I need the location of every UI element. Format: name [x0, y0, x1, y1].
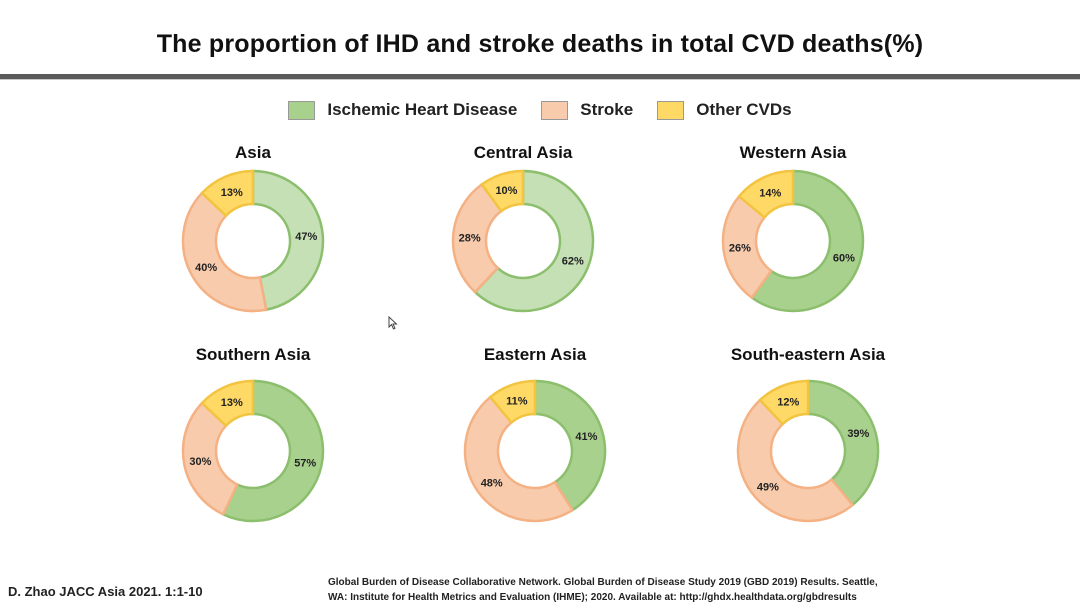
donut-segment-ihd	[221, 379, 325, 523]
donut-chart-5: South-eastern Asia 39% 49% 12%	[731, 345, 886, 523]
donut-segment-stroke	[721, 194, 773, 300]
data-label-ihd: 39%	[847, 428, 869, 440]
mouse-cursor-icon	[388, 316, 398, 330]
data-label-other: 13%	[221, 187, 243, 199]
donut-segment-other	[488, 379, 537, 425]
donut-segment-ihd	[473, 169, 595, 313]
donut-segment-other	[200, 169, 255, 218]
data-label-stroke: 49%	[757, 481, 779, 493]
donut-segment-other	[200, 379, 255, 428]
data-label-other: 14%	[759, 188, 781, 200]
donut-chart-4: Eastern Asia 41% 48% 11%	[463, 345, 607, 523]
chart-title: Western Asia	[740, 143, 847, 162]
data-label-stroke: 28%	[459, 233, 481, 245]
donut-segment-stroke	[451, 182, 503, 294]
chart-title: Asia	[235, 143, 271, 162]
data-label-other: 11%	[506, 396, 528, 408]
data-label-ihd: 47%	[295, 231, 317, 243]
donut-segment-stroke	[736, 398, 855, 523]
data-label-ihd: 41%	[575, 431, 597, 443]
data-label-stroke: 30%	[189, 456, 211, 468]
chart-legend: Ischemic Heart Disease Stroke Other CVDs	[0, 100, 1080, 120]
donut-segment-stroke	[181, 191, 268, 313]
chart-title: Eastern Asia	[484, 345, 587, 364]
data-label-ihd: 62%	[562, 256, 584, 268]
data-label-ihd: 60%	[833, 253, 855, 265]
donut-segment-ihd	[750, 169, 865, 313]
legend-swatch-ihd	[288, 100, 316, 120]
legend-item-other: Other CVDs	[657, 100, 792, 120]
chart-title: Southern Asia	[196, 345, 311, 364]
donut-segment-stroke	[463, 395, 575, 523]
source-note: Global Burden of Disease Collaborative N…	[328, 575, 1048, 605]
legend-item-stroke: Stroke	[541, 100, 633, 120]
legend-label-other: Other CVDs	[696, 100, 792, 119]
data-label-stroke: 48%	[481, 477, 503, 489]
donut-segment-stroke	[181, 401, 239, 517]
donut-segment-other	[758, 379, 810, 426]
legend-item-ihd: Ischemic Heart Disease	[288, 100, 517, 120]
data-label-other: 10%	[495, 185, 517, 197]
donut-segment-other	[480, 169, 525, 213]
donut-segment-ihd	[533, 379, 607, 512]
data-label-stroke: 26%	[729, 243, 751, 255]
donut-chart-3: Southern Asia 57% 30% 13%	[181, 345, 325, 523]
donut-segment-other	[737, 169, 795, 220]
page-title: The proportion of IHD and stroke deaths …	[156, 30, 924, 58]
donut-chart-1: Central Asia 62% 28% 10%	[451, 143, 595, 313]
legend-label-ihd: Ischemic Heart Disease	[327, 100, 518, 119]
data-label-other: 13%	[221, 397, 243, 409]
title-divider-shadow	[0, 79, 1080, 80]
legend-swatch-stroke	[541, 100, 569, 120]
data-label-stroke: 40%	[195, 262, 217, 274]
chart-title: Central Asia	[474, 143, 573, 162]
data-label-other: 12%	[777, 396, 799, 408]
legend-label-stroke: Stroke	[580, 100, 634, 119]
citation: D. Zhao JACC Asia 2021. 1:1-10	[8, 584, 203, 599]
donut-segment-ihd	[251, 169, 325, 312]
chart-title: South-eastern Asia	[731, 345, 886, 364]
donut-chart-0: Asia 47% 40% 13%	[181, 143, 325, 313]
title-divider	[0, 74, 1080, 79]
donut-chart-2: Western Asia 60% 26% 14%	[721, 143, 865, 313]
data-label-ihd: 57%	[294, 458, 316, 470]
legend-swatch-other	[657, 100, 685, 120]
source-line-2: WA: Institute for Health Metrics and Eva…	[328, 592, 857, 603]
donut-segment-ihd	[806, 379, 880, 507]
source-line-1: Global Burden of Disease Collaborative N…	[328, 577, 878, 588]
